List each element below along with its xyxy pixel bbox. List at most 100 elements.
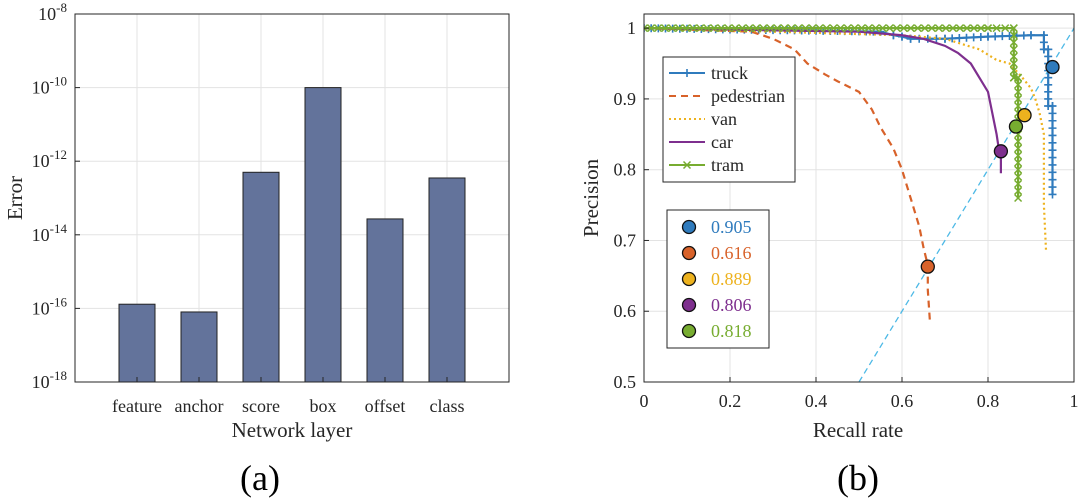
series-marker-tram [780, 24, 789, 33]
series-marker-tram [1009, 59, 1018, 68]
y-tick-exponent: -14 [50, 221, 68, 236]
series-marker-tram [1009, 24, 1018, 33]
series-marker-truck [962, 33, 971, 42]
series-marker-truck [955, 34, 964, 43]
series-marker-truck [998, 32, 1007, 41]
legend-dot [681, 271, 697, 287]
operating-point-marker [993, 144, 1009, 159]
panel-a-bars [118, 87, 466, 383]
series-marker-tram [682, 24, 691, 33]
series-marker-truck [1044, 87, 1053, 96]
legend-ap-value: 0.889 [711, 269, 752, 289]
series-marker-tram [906, 24, 915, 33]
series-marker-tram [689, 24, 698, 33]
panel-b-marker-legend: 0.905 0.616 0.889 0.806 0.818 [666, 209, 770, 349]
operating-point-marker [1017, 108, 1032, 123]
series-marker-tram [948, 24, 957, 33]
y-tick-label: 1 [627, 18, 636, 38]
series-marker-tram [969, 24, 978, 33]
series-marker-truck [969, 33, 978, 42]
legend-dot [681, 245, 697, 261]
series-marker-truck [1044, 52, 1053, 61]
series-marker-tram [892, 24, 901, 33]
series-marker-tram [843, 24, 852, 33]
series-marker-truck [1048, 153, 1057, 162]
series-marker-tram [857, 24, 866, 33]
series-marker-tram [1014, 193, 1023, 203]
series-marker-tram [1014, 144, 1023, 153]
series-marker-tram [850, 24, 859, 33]
x-tick-label: offset [365, 396, 406, 416]
y-tick-exponent: -10 [50, 74, 67, 89]
series-marker-truck [1039, 38, 1048, 47]
series-marker-truck [1044, 80, 1053, 89]
series-marker-tram [1009, 66, 1018, 75]
panel-b-plot-area [644, 24, 1074, 382]
operating-point-marker [1008, 119, 1024, 134]
series-marker-tram [675, 24, 684, 33]
y-tick-label: 10-14 [32, 221, 68, 245]
series-marker-tram [646, 24, 656, 33]
legend-ap-value: 0.818 [711, 321, 752, 341]
series-marker-truck [1044, 94, 1053, 103]
series-marker-tram [829, 24, 838, 33]
series-marker-tram [703, 24, 712, 33]
y-tick-exponent: -8 [56, 0, 67, 15]
series-marker-tram [976, 24, 986, 33]
operating-point-marker [1045, 59, 1060, 75]
panel-b-x-label: Recall rate [813, 418, 903, 442]
x-tick-label: 0 [640, 391, 649, 411]
series-marker-truck [1044, 73, 1053, 82]
series-marker-tram [1014, 158, 1023, 167]
series-marker-tram [654, 24, 663, 33]
series-marker-tram [1014, 151, 1023, 160]
series-marker-tram [815, 24, 824, 33]
series-marker-truck [1048, 131, 1057, 140]
series-marker-tram [1009, 45, 1018, 54]
series-marker-truck [1048, 138, 1057, 147]
panel-b-label: (b) [837, 458, 879, 498]
series-marker-tram [955, 24, 964, 33]
panel-b-y-label: Precision [579, 158, 603, 237]
x-tick-label: feature [112, 396, 162, 416]
series-marker-tram [710, 24, 719, 33]
series-marker-tram [724, 24, 733, 33]
series-marker-tram [1014, 179, 1023, 188]
x-tick-label: score [242, 396, 280, 416]
series-marker-truck [1048, 160, 1057, 169]
series-marker-tram [871, 24, 880, 33]
legend-label-truck: truck [711, 63, 748, 83]
series-marker-truck [1039, 31, 1048, 40]
series-marker-tram [668, 24, 677, 33]
legend-dot [681, 297, 697, 313]
series-marker-tram [983, 24, 993, 33]
series-marker-tram [1014, 94, 1023, 103]
x-tick-label: 0.8 [977, 391, 1000, 411]
series-marker-tram [1014, 172, 1023, 181]
series-marker-tram [1014, 87, 1023, 96]
legend-ap-value: 0.905 [711, 217, 752, 237]
legend-dot [681, 219, 697, 235]
x-tick-label: 0.2 [719, 391, 742, 411]
y-tick-label: 0.9 [614, 89, 637, 109]
series-marker-tram [836, 24, 845, 33]
panel-b-y-ticks: 0.5 0.6 0.7 0.8 0.9 1 [614, 18, 649, 392]
series-marker-tram [962, 24, 971, 33]
series-marker-tram [1014, 186, 1023, 195]
legend-label-car: car [711, 132, 733, 152]
y-tick-base: 10 [32, 78, 50, 98]
legend-marker-tram [682, 160, 692, 170]
series-marker-truck [1019, 31, 1028, 40]
series-marker-tram [1014, 165, 1023, 174]
y-tick-label: 0.6 [614, 301, 637, 321]
series-marker-tram [885, 24, 894, 33]
y-tick-base: 10 [32, 225, 50, 245]
series-marker-tram [759, 24, 768, 33]
x-tick-label: 1 [1070, 391, 1079, 411]
y-tick-base: 10 [32, 372, 50, 392]
series-marker-truck [1048, 146, 1057, 155]
x-tick-label: anchor [175, 396, 224, 416]
series-marker-truck [1048, 102, 1057, 110]
panel-b-chart: 0.5 0.6 0.7 0.8 0.9 1 0 0.2 0.4 0.6 0.8 1 truck ped… [579, 13, 1079, 498]
series-marker-tram [1001, 24, 1010, 33]
